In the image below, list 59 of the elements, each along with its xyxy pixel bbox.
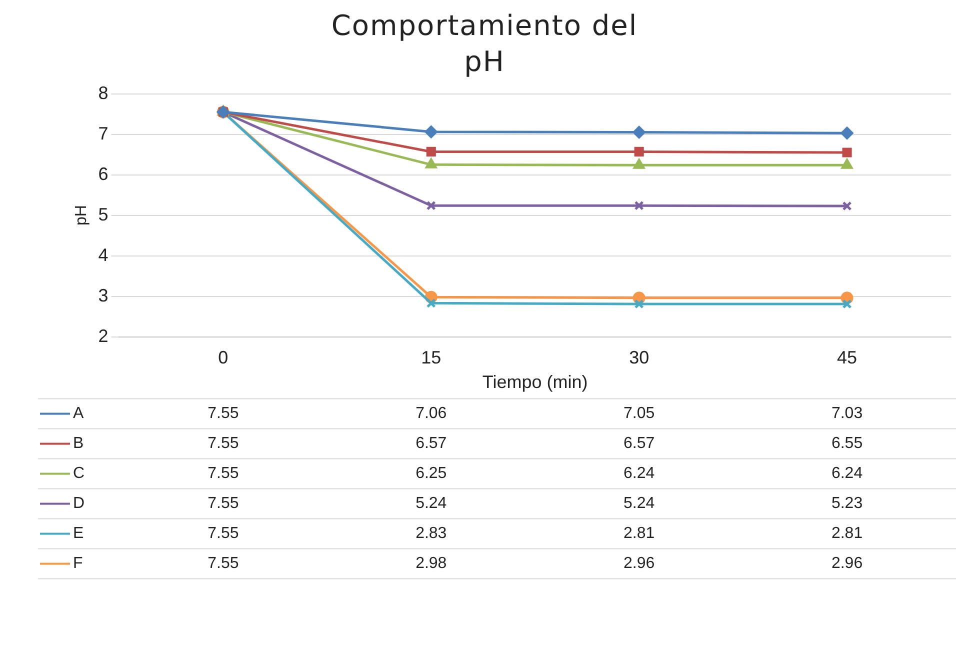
point bbox=[842, 201, 852, 211]
chart-title: Comportamiento del pH bbox=[330, 8, 639, 80]
x-tick-label: 0 bbox=[218, 348, 228, 368]
point bbox=[426, 298, 436, 308]
legend-label: C bbox=[73, 465, 85, 482]
data-label: 6.55 bbox=[831, 435, 863, 452]
point bbox=[426, 200, 436, 210]
x-tick-label: 45 bbox=[837, 348, 858, 368]
data-label: 7.55 bbox=[208, 525, 239, 542]
point bbox=[840, 126, 854, 140]
y-tick-label: 3 bbox=[98, 285, 108, 306]
x-axis-title: Tiempo (min) bbox=[482, 372, 588, 392]
y-tick-label: 7 bbox=[98, 123, 108, 144]
data-label: 7.55 bbox=[208, 405, 239, 422]
y-tick-label: 4 bbox=[98, 244, 108, 265]
data-label: 2.81 bbox=[831, 525, 863, 542]
y-axis-title: pH bbox=[73, 205, 90, 226]
data-label: 2.83 bbox=[416, 525, 447, 542]
y-tick-label: 5 bbox=[98, 204, 108, 224]
x-tick-label: 30 bbox=[629, 348, 650, 368]
data-label: 5.23 bbox=[831, 495, 863, 512]
data-label: 7.55 bbox=[208, 495, 239, 512]
data-label: 7.55 bbox=[208, 435, 239, 452]
point bbox=[634, 146, 644, 156]
legend-label: E bbox=[73, 525, 84, 542]
data-label: 7.05 bbox=[624, 405, 655, 422]
data-label: 6.57 bbox=[416, 435, 447, 452]
data-label: 7.55 bbox=[208, 555, 239, 572]
data-label: 7.03 bbox=[831, 405, 863, 422]
data-label: 2.81 bbox=[624, 525, 655, 542]
data-label: 2.96 bbox=[624, 555, 655, 572]
point bbox=[426, 146, 436, 156]
point bbox=[842, 299, 852, 309]
legend-label: A bbox=[73, 405, 84, 422]
data-label: 2.98 bbox=[416, 555, 447, 572]
y-tick-label: 2 bbox=[98, 326, 108, 346]
point bbox=[634, 158, 645, 169]
point bbox=[426, 158, 437, 168]
point bbox=[841, 158, 853, 169]
data-label: 7.55 bbox=[208, 465, 239, 482]
legend-label: D bbox=[73, 495, 85, 512]
data-label: 6.57 bbox=[624, 435, 655, 452]
point bbox=[424, 126, 438, 138]
data-label: 6.25 bbox=[416, 465, 447, 482]
point bbox=[634, 299, 644, 309]
x-tick-label: 15 bbox=[421, 348, 442, 368]
data-label: 7.06 bbox=[416, 405, 447, 422]
y-tick-label: 6 bbox=[98, 164, 108, 184]
y-tick-label: 8 bbox=[98, 82, 108, 103]
point bbox=[842, 148, 852, 158]
point bbox=[632, 126, 646, 139]
legend-label: F bbox=[73, 555, 83, 572]
data-label: 6.24 bbox=[831, 465, 863, 482]
data-label: 6.24 bbox=[624, 465, 655, 482]
legend-label: B bbox=[73, 435, 84, 452]
data-label: 5.24 bbox=[416, 495, 447, 512]
data-label: 5.24 bbox=[624, 495, 655, 512]
data-label: 2.96 bbox=[831, 555, 863, 572]
point bbox=[634, 200, 644, 210]
